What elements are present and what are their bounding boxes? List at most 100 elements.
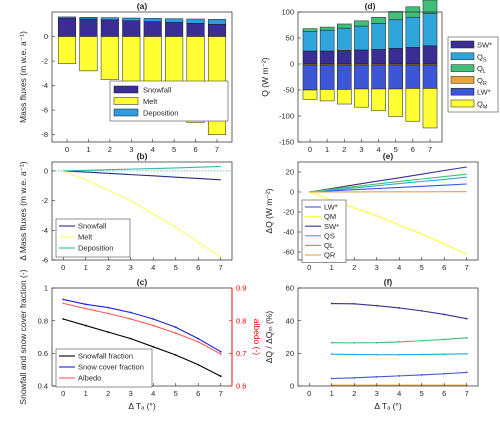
legend-sub: R bbox=[483, 81, 487, 87]
panel-e: 0 1 2 3 4 5 6 7 -60 -40 -20 0 20 (e) ΔQ (W m⁻²) LW*QMSW… bbox=[264, 151, 479, 272]
bar-QL-4 bbox=[371, 16, 386, 24]
line-QL bbox=[309, 173, 467, 193]
x-tick-label: 2 bbox=[108, 145, 112, 154]
x-tick-label: 6 bbox=[442, 263, 446, 272]
bar-LW-2 bbox=[337, 64, 352, 90]
bar-Melt-0 bbox=[57, 36, 77, 64]
legend-swatch-QS bbox=[450, 52, 475, 61]
y-tick-label: -20 bbox=[283, 208, 294, 217]
bar-QM-2 bbox=[337, 89, 352, 105]
bar-LW-0 bbox=[302, 64, 318, 91]
bar-LW-7 bbox=[422, 64, 438, 89]
point-SW-5 bbox=[420, 309, 423, 312]
point-Snowcoverfraction-0 bbox=[62, 298, 65, 301]
y-tick-label: 50 bbox=[286, 34, 294, 43]
y-tick-label: -4 bbox=[41, 81, 48, 90]
x-tick-label: 7 bbox=[219, 389, 223, 398]
legend-label: LW* bbox=[324, 203, 338, 212]
legend-swatch-QR bbox=[450, 76, 475, 84]
x-tick-label: 6 bbox=[411, 145, 415, 154]
bar-Snowfall-7 bbox=[207, 24, 227, 37]
legend-box bbox=[55, 348, 153, 388]
legend-label: QL bbox=[324, 241, 334, 250]
point-QL-1 bbox=[330, 341, 333, 344]
x-tick-label: 6 bbox=[442, 389, 446, 398]
x-tick-label: 2 bbox=[352, 263, 356, 272]
legend-swatch-Snowfall bbox=[113, 85, 139, 94]
x-tick-label: 5 bbox=[174, 389, 178, 398]
bar-LW-6 bbox=[405, 64, 421, 89]
bar-Melt-1 bbox=[79, 36, 98, 72]
y-tick-label: 0.6 bbox=[38, 349, 48, 358]
point-Snowcoverfraction-7 bbox=[219, 350, 222, 353]
point-QS-3 bbox=[375, 353, 378, 356]
y-tick-label: -150 bbox=[279, 138, 294, 147]
legend: Snowfall Melt Deposition bbox=[109, 80, 229, 122]
bar-Deposition-3 bbox=[122, 17, 141, 21]
panel-title: (e) bbox=[383, 151, 394, 161]
point-Albedo-5 bbox=[174, 332, 177, 334]
y-axis-label: Δ Mass fluxes (m w.e. a⁻¹) bbox=[18, 161, 28, 261]
bar-Deposition-4 bbox=[143, 18, 162, 22]
point-Albedo-6 bbox=[197, 341, 200, 343]
bar-SW-1 bbox=[319, 50, 335, 65]
plot-area bbox=[298, 288, 478, 386]
point-SW-2 bbox=[353, 302, 356, 305]
bar-QL-5 bbox=[388, 11, 404, 21]
x-tick-label: 0 bbox=[308, 145, 312, 154]
point-SW-3 bbox=[375, 304, 378, 307]
x-tick-label: 0 bbox=[307, 263, 311, 272]
y-tick-label: -4 bbox=[41, 226, 48, 235]
bar-LW-3 bbox=[354, 64, 369, 90]
bar-Snowfall-0 bbox=[57, 17, 77, 37]
x-tick-label: 4 bbox=[397, 263, 401, 272]
point-Snowfallfraction-6 bbox=[197, 363, 200, 366]
y-tick-label: 20 bbox=[286, 349, 294, 358]
legend-label: Deposition bbox=[78, 244, 113, 253]
bar-QM-1 bbox=[319, 89, 335, 102]
x-tick-label: 4 bbox=[151, 389, 155, 398]
bar-QS-1 bbox=[319, 29, 335, 52]
y-tick-label: -6 bbox=[41, 106, 48, 115]
y-tick-label: 0 bbox=[44, 32, 48, 41]
x-tick-label: 0 bbox=[61, 263, 65, 272]
x-tick-label: 3 bbox=[375, 389, 379, 398]
legend-swatch-SW* bbox=[450, 40, 475, 49]
bar-LW-5 bbox=[388, 64, 404, 90]
bar-QS-5 bbox=[388, 19, 404, 49]
point-SW-6 bbox=[443, 313, 446, 316]
legend-swatch-Melt bbox=[113, 97, 139, 105]
x-tick-label: 6 bbox=[193, 145, 197, 154]
y-tick-label: -100 bbox=[279, 112, 294, 121]
x-tick-label: 3 bbox=[129, 145, 133, 154]
point-QL-6 bbox=[443, 338, 446, 341]
panel-title: (f) bbox=[384, 277, 393, 287]
bar-QS-0 bbox=[302, 30, 318, 52]
legend-label: Snowfall bbox=[78, 222, 107, 231]
legend-label: QS bbox=[477, 52, 487, 63]
x-tick-label: 4 bbox=[151, 145, 155, 154]
bar-SW-6 bbox=[405, 47, 421, 65]
legend-label: QL bbox=[477, 64, 486, 75]
x-tick-label: 3 bbox=[129, 389, 133, 398]
point-Albedo-0 bbox=[62, 302, 65, 305]
point-LW-4 bbox=[398, 374, 401, 377]
point-Albedo-7 bbox=[219, 353, 222, 355]
point-Snowcoverfraction-3 bbox=[129, 311, 132, 314]
x-tick-label: 4 bbox=[376, 145, 380, 154]
point-QL-5 bbox=[420, 339, 423, 342]
legend-main: Q bbox=[477, 64, 483, 73]
x-tick-label: 7 bbox=[465, 389, 469, 398]
plot-area bbox=[52, 12, 232, 142]
x-tick-label: 1 bbox=[330, 263, 334, 272]
bar-Deposition-1 bbox=[79, 17, 98, 20]
point-Snowfallfraction-4 bbox=[152, 345, 155, 348]
x-tick-label: 6 bbox=[196, 263, 200, 272]
bar-Snowfall-6 bbox=[186, 23, 205, 37]
bar-QL-2 bbox=[337, 23, 352, 29]
x-tick-label: 5 bbox=[420, 389, 424, 398]
bar-QS-3 bbox=[354, 25, 369, 51]
y-axis-label: ΔQ / ΔQₘ (%) bbox=[264, 311, 274, 364]
point-LW-2 bbox=[353, 376, 356, 379]
